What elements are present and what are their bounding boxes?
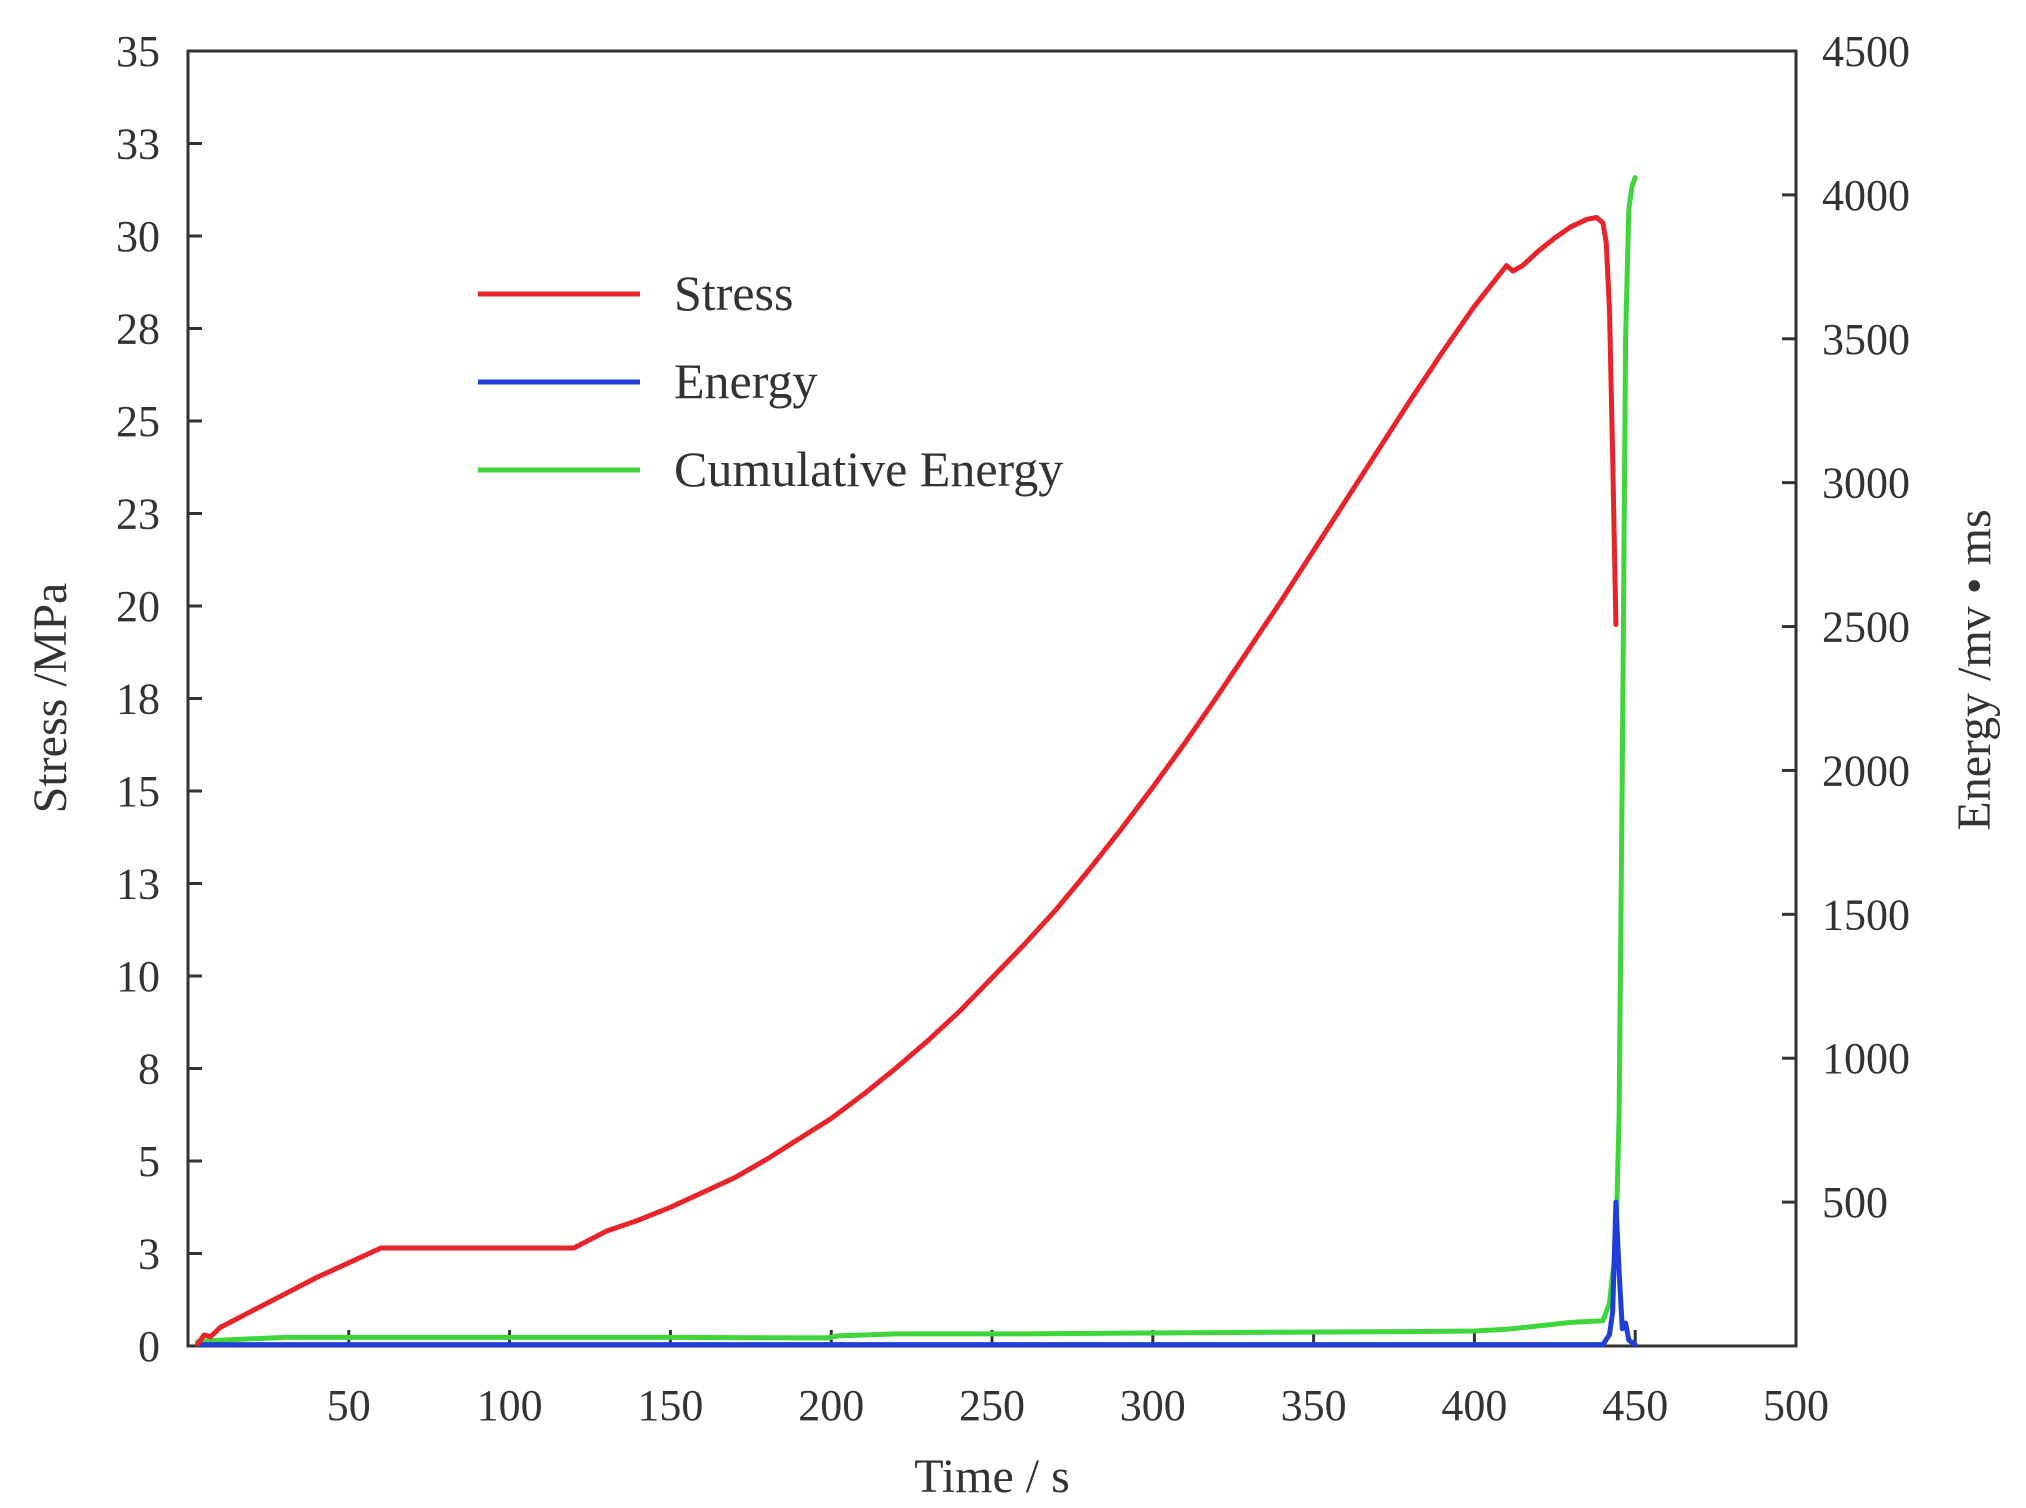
x-tick-label: 100: [477, 1381, 543, 1430]
y-left-tick-label: 5: [138, 1137, 160, 1186]
y-left-tick-label: 15: [116, 767, 160, 816]
y-right-tick-label: 3500: [1822, 315, 1910, 364]
y-left-tick-label: 13: [116, 860, 160, 909]
y-right-tick-label: 500: [1822, 1178, 1888, 1227]
y-left-tick-label: 35: [116, 27, 160, 76]
y-right-tick-label: 4500: [1822, 27, 1910, 76]
x-tick-label: 350: [1281, 1381, 1347, 1430]
legend: Stress Energy Cumulative Energy: [478, 265, 1063, 497]
y-left-tick-label: 30: [116, 212, 160, 261]
series-line-cumulative-energy: [195, 175, 1638, 1345]
y-left-tick-label: 33: [116, 120, 160, 169]
legend-label-cumulative-energy: Cumulative Energy: [674, 441, 1063, 497]
y-left-tick-label: 25: [116, 397, 160, 446]
legend-label-stress: Stress: [674, 265, 793, 321]
series-layer: [195, 175, 1638, 1348]
legend-label-energy: Energy: [674, 353, 817, 409]
y-left-tick-label: 28: [116, 305, 160, 354]
x-tick-label: 250: [959, 1381, 1025, 1430]
y-right-axis-title: Energy /mv • ms: [1948, 509, 2001, 830]
y-right-tick-label: 2000: [1822, 746, 1910, 795]
y-left-tick-label: 23: [116, 490, 160, 539]
y-right-tick-label: 1000: [1822, 1034, 1910, 1083]
x-tick-label: 300: [1120, 1381, 1186, 1430]
x-tick-label: 400: [1441, 1381, 1507, 1430]
y-left-tick-label: 3: [138, 1230, 160, 1279]
x-tick-label: 50: [327, 1381, 371, 1430]
y-left-tick-label: 8: [138, 1045, 160, 1094]
y-right-tick-label: 1500: [1822, 890, 1910, 939]
series-line-energy: [195, 1199, 1638, 1348]
series-line-stress: [195, 215, 1619, 1347]
y-right-axis-ticks: 500 1000 1500 2000 2500 3000 3500 4000 4500: [1782, 27, 1910, 1227]
y-left-tick-label: 0: [138, 1322, 160, 1371]
x-axis-ticks: 50 100 150 200 250 300 350 400 450 500: [327, 1330, 1829, 1430]
y-left-tick-label: 18: [116, 675, 160, 724]
plot-area-frame: [186, 49, 1798, 1348]
x-axis-title: Time / s: [914, 1450, 1070, 1503]
x-tick-label: 450: [1602, 1381, 1668, 1430]
y-right-tick-label: 3000: [1822, 459, 1910, 508]
y-left-axis-title: Stress /MPa: [24, 583, 77, 814]
x-tick-label: 150: [637, 1381, 703, 1430]
x-tick-label: 500: [1763, 1381, 1829, 1430]
y-right-tick-label: 2500: [1822, 603, 1910, 652]
y-right-tick-label: 4000: [1822, 171, 1910, 220]
y-left-tick-label: 20: [116, 582, 160, 631]
y-left-tick-label: 10: [116, 952, 160, 1001]
x-tick-label: 200: [798, 1381, 864, 1430]
